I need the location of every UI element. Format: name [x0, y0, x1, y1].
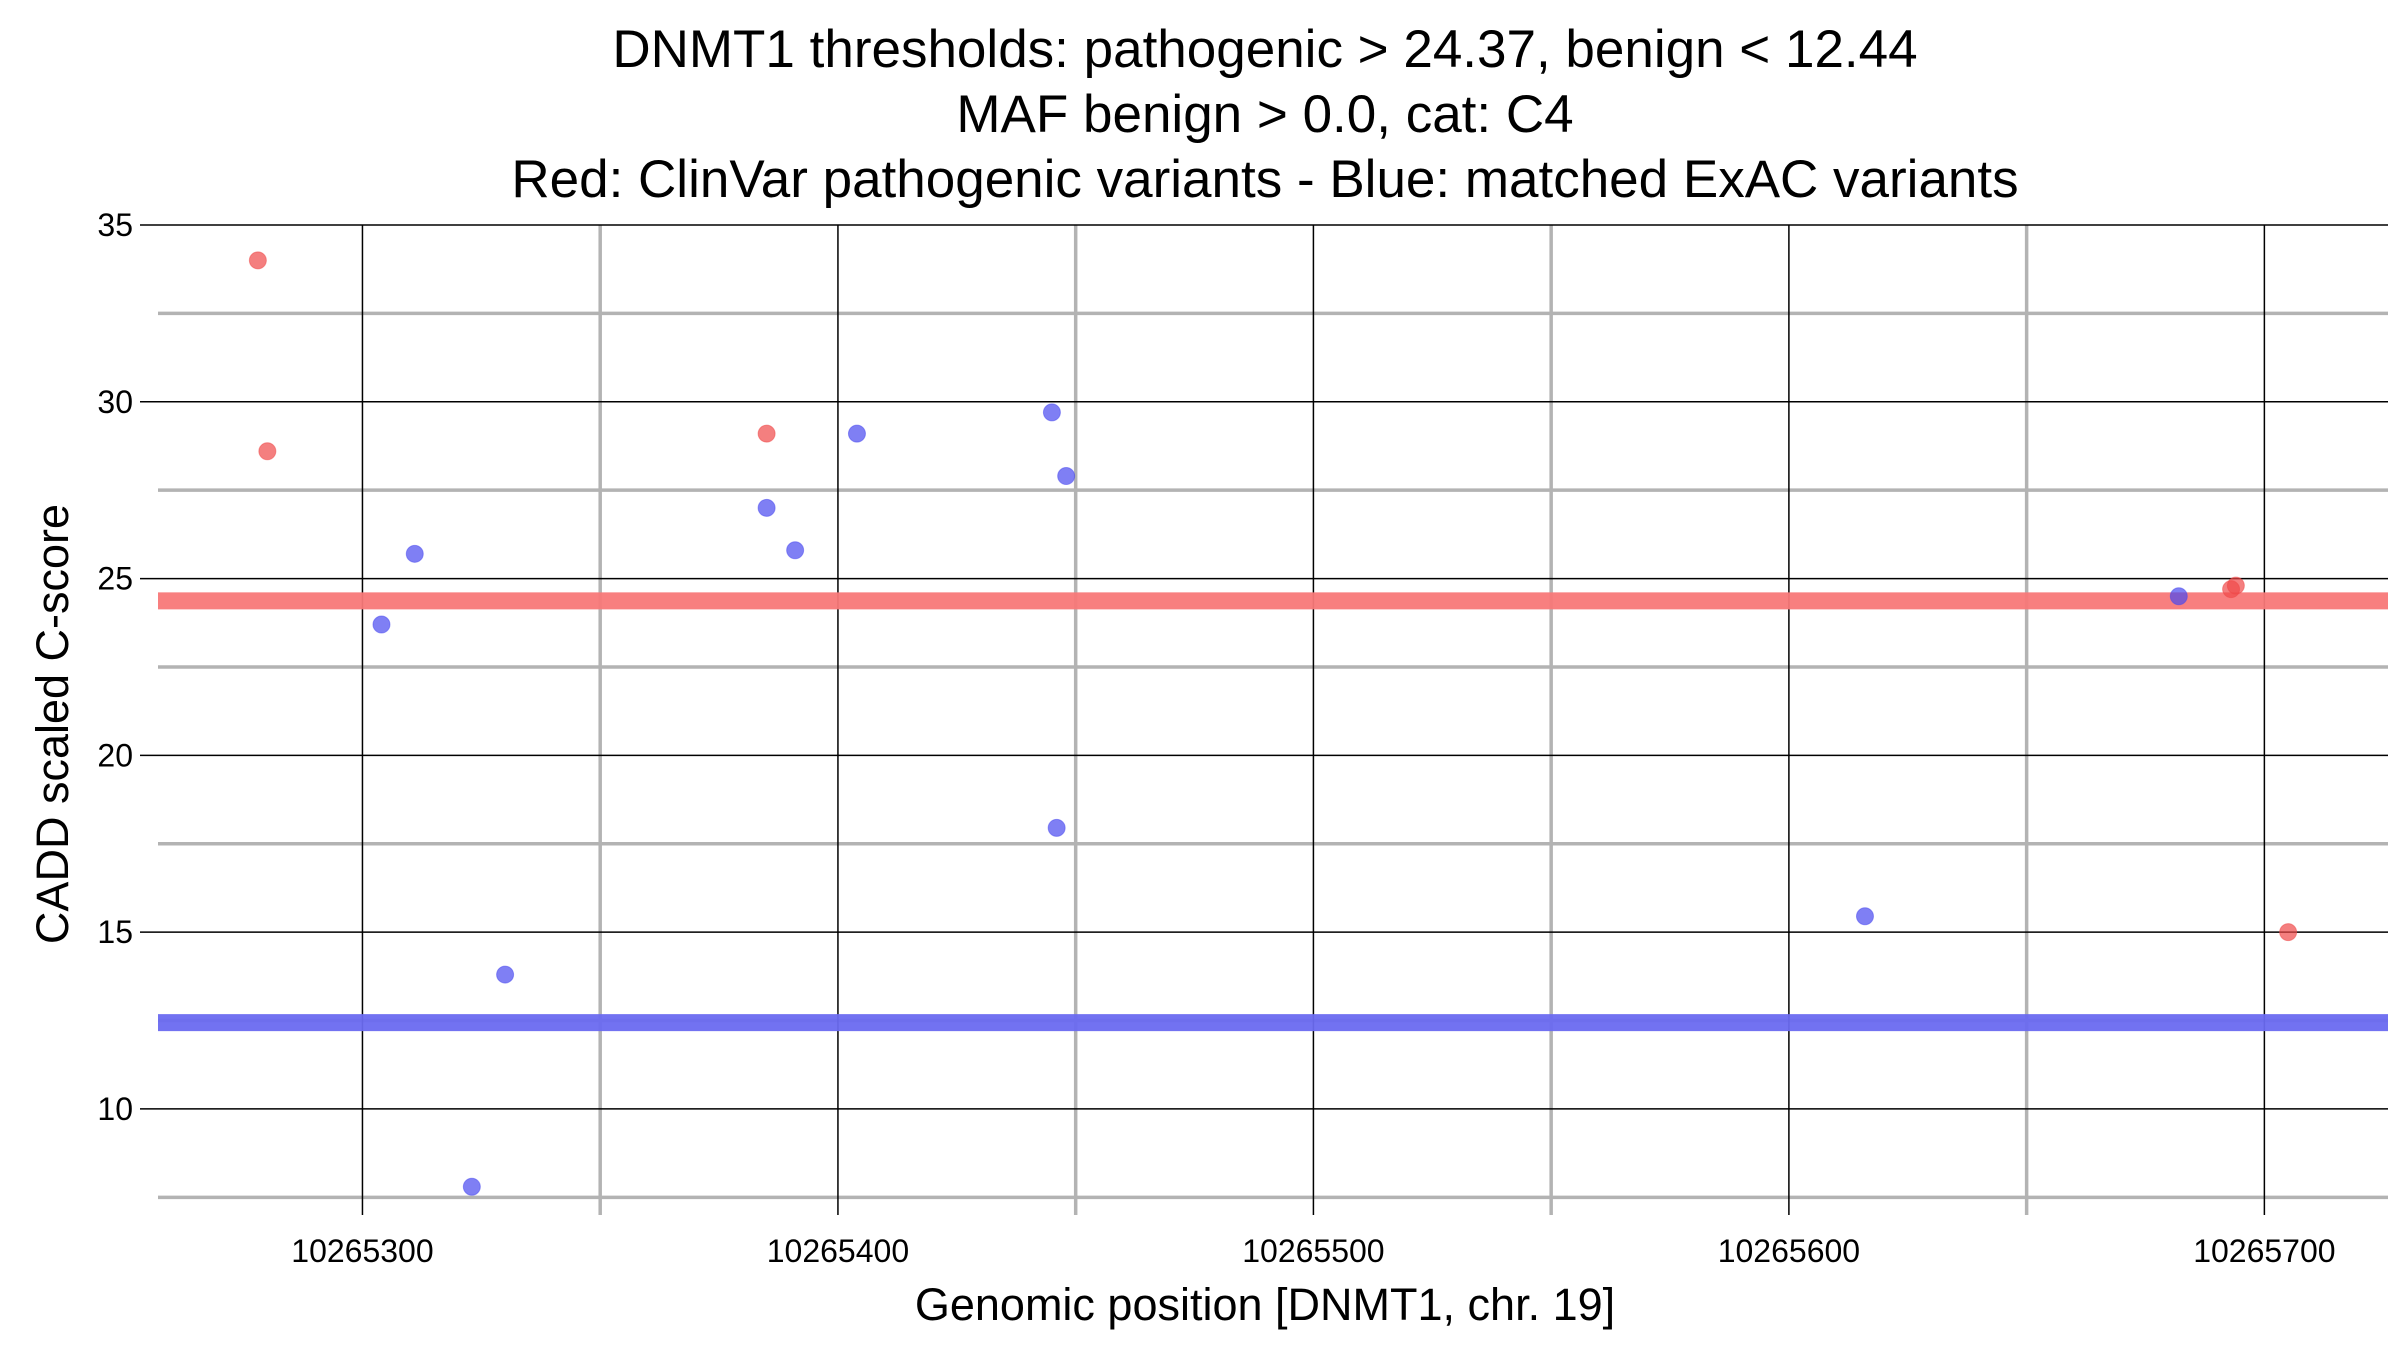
exac-point: [372, 615, 391, 634]
exac-point: [1855, 907, 1874, 926]
exac-point: [786, 541, 805, 560]
x-tick-label: 10265700: [2193, 1233, 2335, 1269]
y-tick-label: 10: [97, 1091, 133, 1127]
exac-point: [847, 424, 866, 443]
x-tick-label: 10265400: [767, 1233, 909, 1269]
minor-gridlines: [158, 225, 2388, 1215]
exac-point: [1042, 403, 1061, 422]
exac-point: [462, 1177, 481, 1196]
y-tick-label: 35: [97, 207, 133, 243]
clinvar-point: [248, 251, 267, 270]
clinvar-point: [757, 424, 776, 443]
threshold-lines: [158, 592, 2388, 1032]
x-tick-label: 10265600: [1718, 1233, 1860, 1269]
y-tick-label: 25: [97, 561, 133, 597]
chart-title: DNMT1 thresholds: pathogenic > 24.37, be…: [511, 20, 2018, 209]
clinvar-point: [2279, 923, 2298, 942]
x-axis-label: Genomic position [DNMT1, chr. 19]: [915, 1279, 1615, 1330]
y-tick-label: 30: [97, 384, 133, 420]
data-points: [248, 251, 2298, 1196]
exac-point: [405, 544, 424, 563]
x-tick-label: 10265500: [1242, 1233, 1384, 1269]
exac-point: [757, 498, 776, 517]
exac-point: [496, 965, 515, 984]
exac-point: [2169, 587, 2188, 606]
exac-point: [1047, 818, 1066, 837]
title-line-3: Red: ClinVar pathogenic variants - Blue:…: [511, 150, 2018, 209]
y-axis: 10 15 20 25 30 35: [97, 207, 158, 1127]
title-line-2: MAF benign > 0.0, cat: C4: [956, 85, 1573, 144]
x-axis: 10265300 10265400 10265500 10265600 10265700: [291, 1233, 2335, 1269]
major-gridlines: [158, 224, 2388, 1215]
y-tick-label: 15: [97, 914, 133, 950]
y-axis-label: CADD scaled C-score: [27, 504, 78, 944]
exac-point: [1057, 467, 1076, 486]
clinvar-point: [2226, 576, 2245, 595]
title-line-1: DNMT1 thresholds: pathogenic > 24.37, be…: [612, 20, 1917, 79]
y-tick-label: 20: [97, 737, 133, 773]
x-tick-label: 10265300: [291, 1233, 433, 1269]
clinvar-point: [258, 442, 277, 461]
